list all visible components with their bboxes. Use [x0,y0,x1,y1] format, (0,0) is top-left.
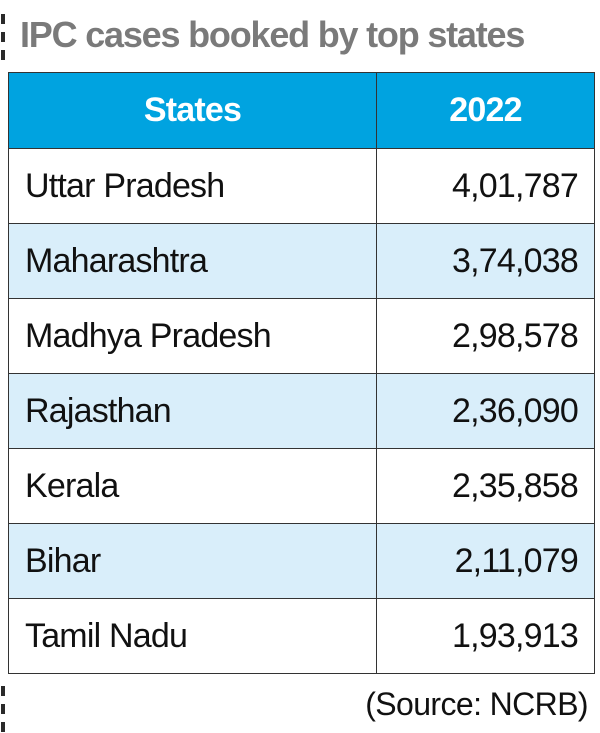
table-row: Bihar 2,11,079 [8,523,595,599]
value-cell: 2,35,858 [376,448,595,524]
value-cell: 3,74,038 [376,223,595,299]
source-note: (Source: NCRB) [365,686,588,722]
value-cell: 2,98,578 [376,298,595,374]
table-row: Madhya Pradesh 2,98,578 [8,298,595,374]
value-cell: 2,36,090 [376,373,595,449]
table-row: Tamil Nadu 1,93,913 [8,598,595,674]
decorative-dash [1,50,5,60]
state-cell: Madhya Pradesh [8,298,377,374]
column-header-states: States [8,72,377,149]
decorative-dash [1,32,5,42]
table-row: Maharashtra 3,74,038 [8,223,595,299]
column-header-2022: 2022 [376,72,595,149]
table-row: Rajasthan 2,36,090 [8,373,595,449]
decorative-dash [1,704,5,714]
decorative-dash [1,686,5,696]
state-cell: Bihar [8,523,377,599]
state-cell: Rajasthan [8,373,377,449]
value-cell: 4,01,787 [376,148,595,224]
table-header-row: States 2022 [8,72,595,149]
decorative-dash [1,14,5,24]
value-cell: 2,11,079 [376,523,595,599]
state-cell: Uttar Pradesh [8,148,377,224]
value-cell: 1,93,913 [376,598,595,674]
state-cell: Tamil Nadu [8,598,377,674]
chart-title: IPC cases booked by top states [20,14,525,55]
data-table: States 2022 Uttar Pradesh 4,01,787 Mahar… [8,72,595,674]
state-cell: Kerala [8,448,377,524]
decorative-dash [1,722,5,732]
table-row: Kerala 2,35,858 [8,448,595,524]
state-cell: Maharashtra [8,223,377,299]
table-row: Uttar Pradesh 4,01,787 [8,148,595,224]
